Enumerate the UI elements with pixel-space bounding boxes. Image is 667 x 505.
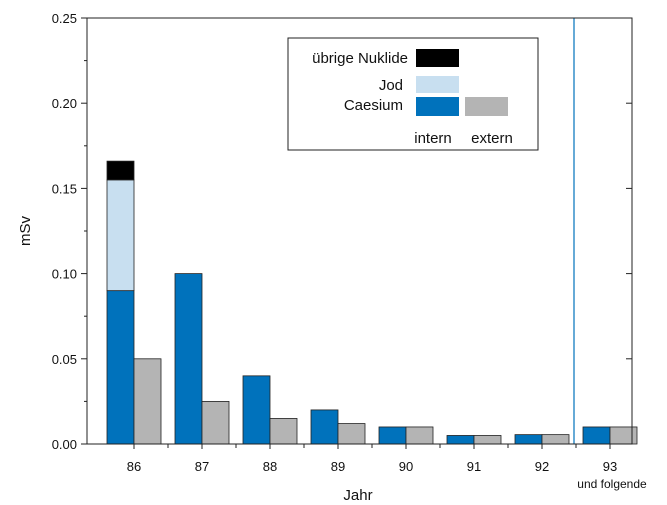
bar-intern-caesium	[514, 434, 543, 445]
bar-intern-caesium	[106, 290, 135, 445]
y-axis-label: mSv	[17, 216, 34, 247]
y-tick-label: 0.15	[52, 181, 77, 196]
legend-label-extern: extern	[471, 130, 513, 147]
x-tick-label: 89	[331, 459, 345, 474]
bar-extern-caesium	[269, 418, 298, 445]
y-tick-label: 0.25	[52, 11, 77, 26]
bar-intern-caesium	[242, 375, 271, 445]
bar-extern-caesium	[405, 426, 434, 445]
legend: übrige Nuklide Jod Caesium intern extern	[287, 37, 539, 151]
bar-extern-caesium	[541, 434, 570, 445]
y-tick-label: 0.05	[52, 352, 77, 367]
bar-intern-caesium	[174, 273, 203, 445]
x-tick-sublabel: und folgende	[577, 477, 647, 491]
legend-label-caesium: Caesium	[344, 97, 403, 114]
bar-extern-caesium	[609, 426, 638, 445]
x-axis-label: Jahr	[343, 487, 372, 504]
bar-intern-caesium	[378, 426, 407, 445]
bar-extern-caesium	[473, 435, 502, 445]
x-tick-label: 88	[263, 459, 277, 474]
bar-extern-caesium	[337, 423, 366, 445]
bar-extern-caesium	[201, 400, 230, 445]
bar-extern-caesium	[133, 358, 162, 445]
x-axis: 86 87 88 89 90 91 92 93 und folgende	[127, 444, 647, 491]
bar-intern-caesium	[582, 426, 611, 445]
y-axis: 0.00 0.05 0.10 0.15 0.20 0.25	[52, 11, 632, 452]
x-tick-label: 92	[535, 459, 549, 474]
plot-frame	[86, 17, 633, 445]
legend-swatch-caesium-intern	[416, 97, 459, 116]
bars	[106, 160, 638, 445]
y-tick-label: 0.20	[52, 96, 77, 111]
x-tick-label: 93	[603, 459, 617, 474]
legend-label-jod: Jod	[379, 77, 403, 94]
legend-swatch-jod	[416, 76, 459, 93]
bar-intern-jod	[106, 179, 135, 292]
legend-label-uebrige: übrige Nuklide	[312, 50, 408, 67]
y-tick-label: 0.00	[52, 437, 77, 452]
legend-swatch-extern	[465, 97, 508, 116]
bar-intern-caesium	[446, 435, 475, 445]
bar-intern-uebrige	[106, 160, 135, 181]
bar-intern-caesium	[310, 409, 339, 445]
x-tick-label: 86	[127, 459, 141, 474]
y-tick-label: 0.10	[52, 267, 77, 282]
x-tick-label: 90	[399, 459, 413, 474]
legend-box	[287, 37, 539, 151]
legend-swatch-uebrige	[416, 49, 459, 67]
x-tick-label: 87	[195, 459, 209, 474]
legend-label-intern: intern	[414, 130, 452, 147]
x-tick-label: 91	[467, 459, 481, 474]
